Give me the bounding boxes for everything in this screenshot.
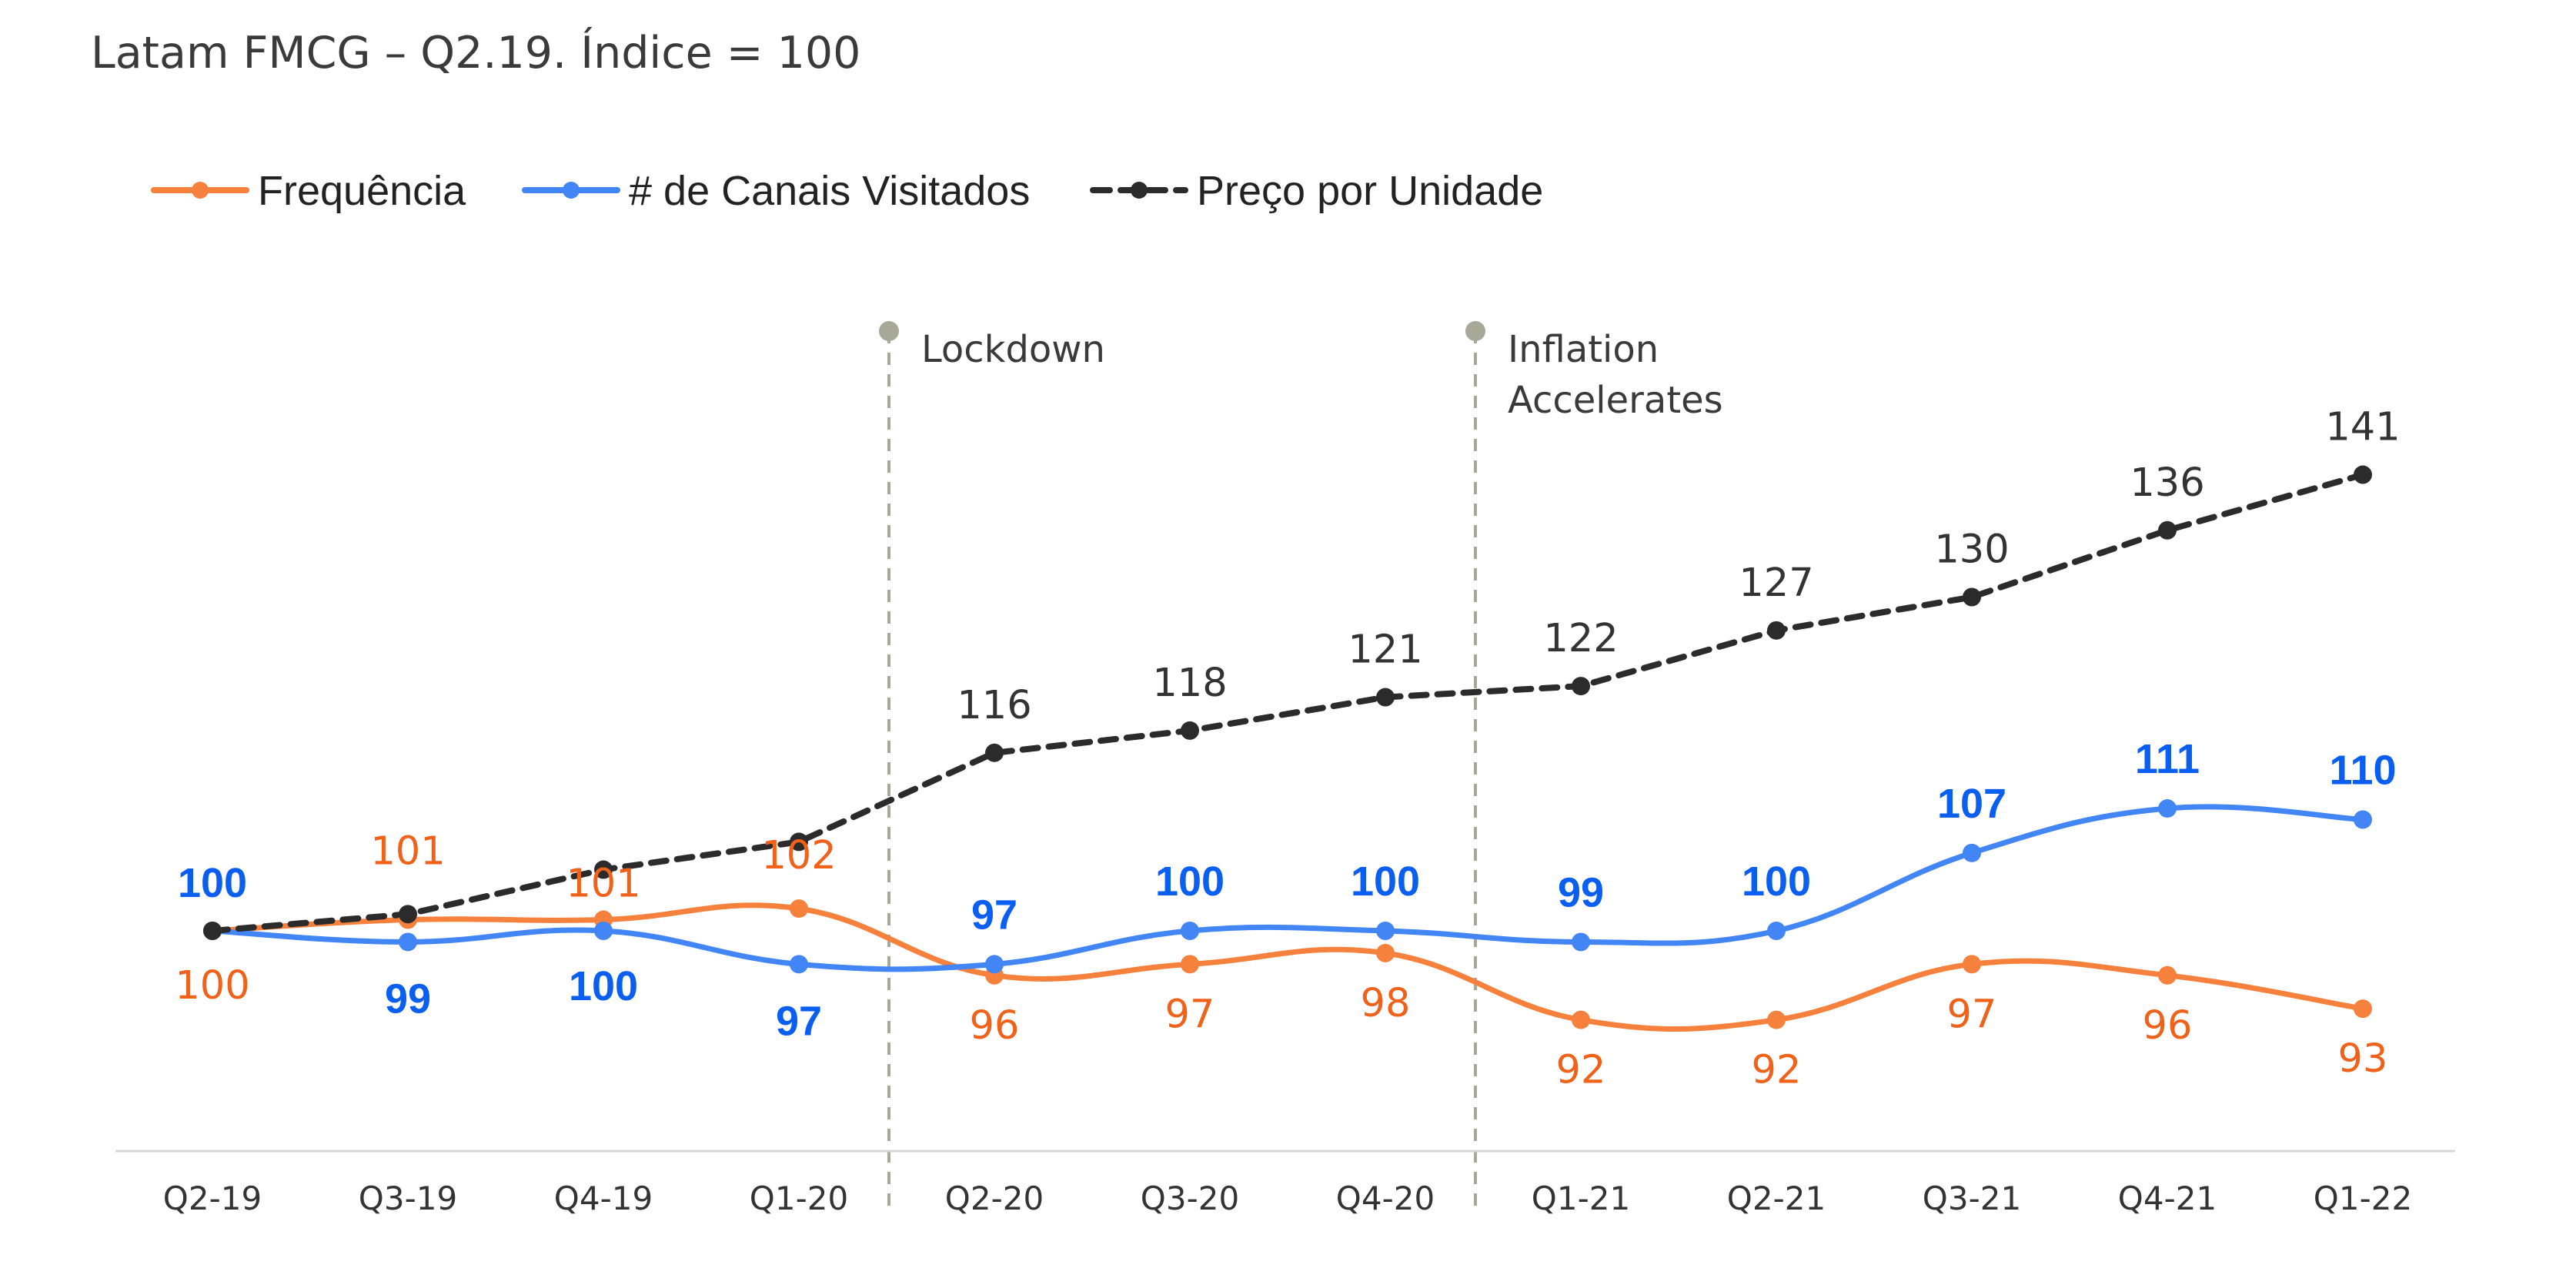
point-s2-11	[2354, 465, 2372, 484]
point-s0-11	[2354, 999, 2372, 1019]
point-s1-4	[985, 955, 1004, 974]
point-s1-8	[1767, 922, 1786, 940]
series-lines	[209, 471, 2366, 1032]
series-points	[203, 465, 2372, 1029]
data-label-canais: 99	[1558, 869, 1604, 915]
point-s1-1	[399, 932, 417, 952]
data-label-frequencia: 96	[2143, 1003, 2193, 1049]
x-tick-label: Q3-19	[359, 1180, 457, 1217]
data-label-preco: 122	[1543, 616, 1618, 661]
data-label-frequencia: 97	[1165, 992, 1215, 1037]
data-label-preco: 127	[1739, 561, 1813, 606]
point-s0-8	[1767, 1010, 1786, 1029]
point-s2-6	[1376, 688, 1395, 707]
point-s0-3	[790, 899, 808, 919]
data-label-canais: 107	[1937, 781, 2006, 827]
x-tick-label: Q4-20	[1336, 1180, 1435, 1217]
data-label-frequencia: 92	[1556, 1048, 1606, 1093]
point-s2-5	[1181, 721, 1199, 740]
data-label-preco: 121	[1348, 627, 1422, 673]
data-label-preco: 116	[957, 683, 1031, 728]
x-tick-label: Q2-19	[163, 1180, 262, 1217]
point-s2-10	[2158, 520, 2177, 540]
point-s2-3	[790, 832, 808, 852]
point-s1-2	[594, 922, 613, 940]
data-label-preco: 118	[1152, 661, 1227, 706]
series-line-0	[209, 902, 2366, 1032]
point-s0-10	[2158, 965, 2177, 985]
data-label-canais: 100	[178, 860, 247, 906]
x-tick-label: Q2-20	[945, 1180, 1044, 1217]
point-s1-5	[1181, 922, 1199, 940]
x-tick-label: Q1-20	[750, 1180, 848, 1217]
data-label-frequencia: 100	[175, 963, 249, 1009]
annotation-dot-1	[1465, 321, 1485, 341]
x-tick-label: Q3-21	[1923, 1180, 2021, 1217]
x-tick-label: Q2-21	[1727, 1180, 1826, 1217]
data-label-canais: 111	[2135, 736, 2200, 782]
annotation-label-1-0: Inflation	[1508, 328, 1659, 371]
data-label-canais: 110	[2329, 748, 2396, 794]
data-label-canais: 100	[1351, 858, 1420, 905]
annotation-label-1-1: Accelerates	[1508, 379, 1723, 422]
data-labels: 100 101 101 102 96 97 98 92 92 97 96 93 100 99 100 97 97…	[175, 405, 2400, 1093]
point-s2-1	[399, 905, 417, 924]
x-tick-label: Q4-19	[554, 1180, 653, 1217]
data-label-canais: 97	[776, 998, 822, 1044]
chart-title: Latam FMCG – Q2.19. Índice = 100	[91, 26, 860, 79]
annotation-label-0-0: Lockdown	[921, 328, 1105, 371]
data-label-canais: 100	[1155, 858, 1225, 905]
point-s1-7	[1572, 932, 1590, 952]
legend-marker-2	[1131, 182, 1148, 199]
legend-marker-1	[563, 182, 580, 199]
annotations: Lockdown Inflation Accelerates	[879, 321, 1723, 1207]
point-s1-10	[2158, 799, 2177, 818]
legend-marker-0	[192, 182, 209, 199]
data-label-canais: 97	[971, 892, 1017, 938]
point-s0-9	[1963, 955, 1981, 974]
point-s2-4	[985, 743, 1004, 762]
data-label-frequencia: 96	[970, 1003, 1020, 1049]
series-line-2	[209, 471, 2366, 934]
data-label-canais: 100	[1742, 858, 1811, 905]
point-s1-6	[1376, 922, 1395, 940]
point-s1-11	[2354, 810, 2372, 829]
annotation-dot-0	[879, 321, 899, 341]
data-label-frequencia: 101	[566, 862, 640, 907]
point-s0-5	[1181, 955, 1199, 974]
point-s2-8	[1767, 621, 1786, 640]
data-label-canais: 99	[385, 975, 431, 1022]
data-label-frequencia: 93	[2338, 1036, 2388, 1082]
legend-label-0: Frequência	[258, 168, 466, 214]
legend: Frequência # de Canais Visitados Preço por…	[151, 168, 1543, 214]
data-label-preco: 136	[2130, 460, 2204, 506]
point-s1-3	[790, 955, 808, 974]
data-label-frequencia: 92	[1752, 1048, 1802, 1093]
series-line-1	[209, 804, 2366, 972]
x-tick-label: Q4-21	[2118, 1180, 2217, 1217]
point-s2-0	[203, 922, 222, 940]
x-axis-ticks: Q2-19 Q3-19 Q4-19 Q1-20 Q2-20 Q3-20 Q4-20 Q1-21…	[163, 1180, 2412, 1217]
point-s0-6	[1376, 943, 1395, 962]
point-s2-7	[1572, 677, 1590, 696]
point-s2-2	[594, 860, 613, 879]
x-tick-label: Q1-21	[1532, 1180, 1630, 1217]
data-label-preco: 141	[2325, 405, 2400, 450]
point-s0-7	[1572, 1010, 1590, 1029]
data-label-frequencia: 101	[370, 829, 445, 875]
data-label-preco: 130	[1934, 527, 2009, 573]
point-s2-9	[1963, 587, 1981, 607]
point-s1-9	[1963, 843, 1981, 862]
data-label-frequencia: 102	[761, 833, 836, 878]
x-tick-label: Q3-20	[1141, 1180, 1239, 1217]
data-label-frequencia: 97	[1947, 992, 1997, 1037]
data-label-frequencia: 98	[1361, 981, 1411, 1026]
legend-label-2: Preço por Unidade	[1197, 168, 1543, 214]
x-tick-label: Q1-22	[2314, 1180, 2412, 1217]
legend-label-1: # de Canais Visitados	[629, 168, 1030, 214]
data-label-canais: 100	[569, 963, 638, 1009]
